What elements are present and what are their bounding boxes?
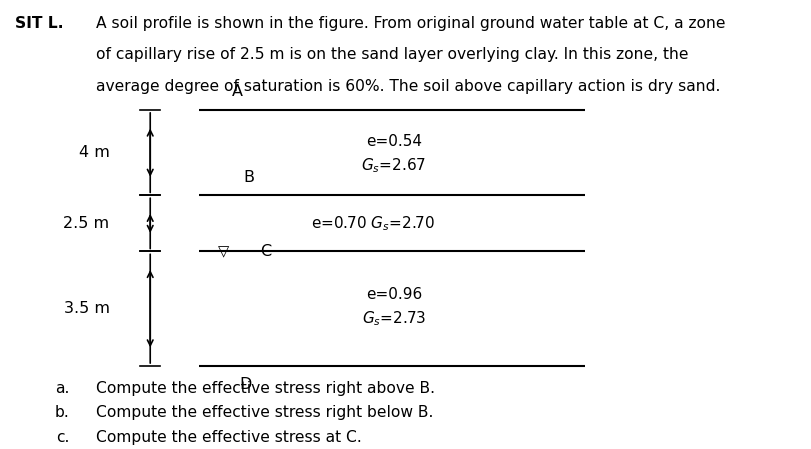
Text: 4 m: 4 m [79,145,109,160]
Text: $G_s$=2.67: $G_s$=2.67 [361,156,426,175]
Text: b.: b. [54,405,69,420]
Text: $G_s$=2.73: $G_s$=2.73 [361,309,426,328]
Text: 2.5 m: 2.5 m [63,216,109,231]
Text: of capillary rise of 2.5 m is on the sand layer overlying clay. In this zone, th: of capillary rise of 2.5 m is on the san… [96,47,688,62]
Text: D: D [239,377,251,392]
Text: B: B [243,170,255,185]
Text: 3.5 m: 3.5 m [63,301,109,316]
Text: c.: c. [56,430,69,445]
Text: Compute the effective stress at C.: Compute the effective stress at C. [96,430,361,445]
Text: ▽: ▽ [217,244,229,259]
Text: average degree of saturation is 60%. The soil above capillary action is dry sand: average degree of saturation is 60%. The… [96,79,719,93]
Text: e=0.96: e=0.96 [365,286,422,302]
Text: e=0.70 $G_s$=2.70: e=0.70 $G_s$=2.70 [311,214,435,233]
Text: e=0.54: e=0.54 [366,134,421,149]
Text: Compute the effective stress right below B.: Compute the effective stress right below… [96,405,432,420]
Text: A soil profile is shown in the figure. From original ground water table at C, a : A soil profile is shown in the figure. F… [96,16,724,31]
Text: C: C [260,244,271,259]
Text: A: A [231,84,242,99]
Text: SIT L.: SIT L. [15,16,63,31]
Text: a.: a. [54,381,69,396]
Text: Compute the effective stress right above B.: Compute the effective stress right above… [96,381,434,396]
